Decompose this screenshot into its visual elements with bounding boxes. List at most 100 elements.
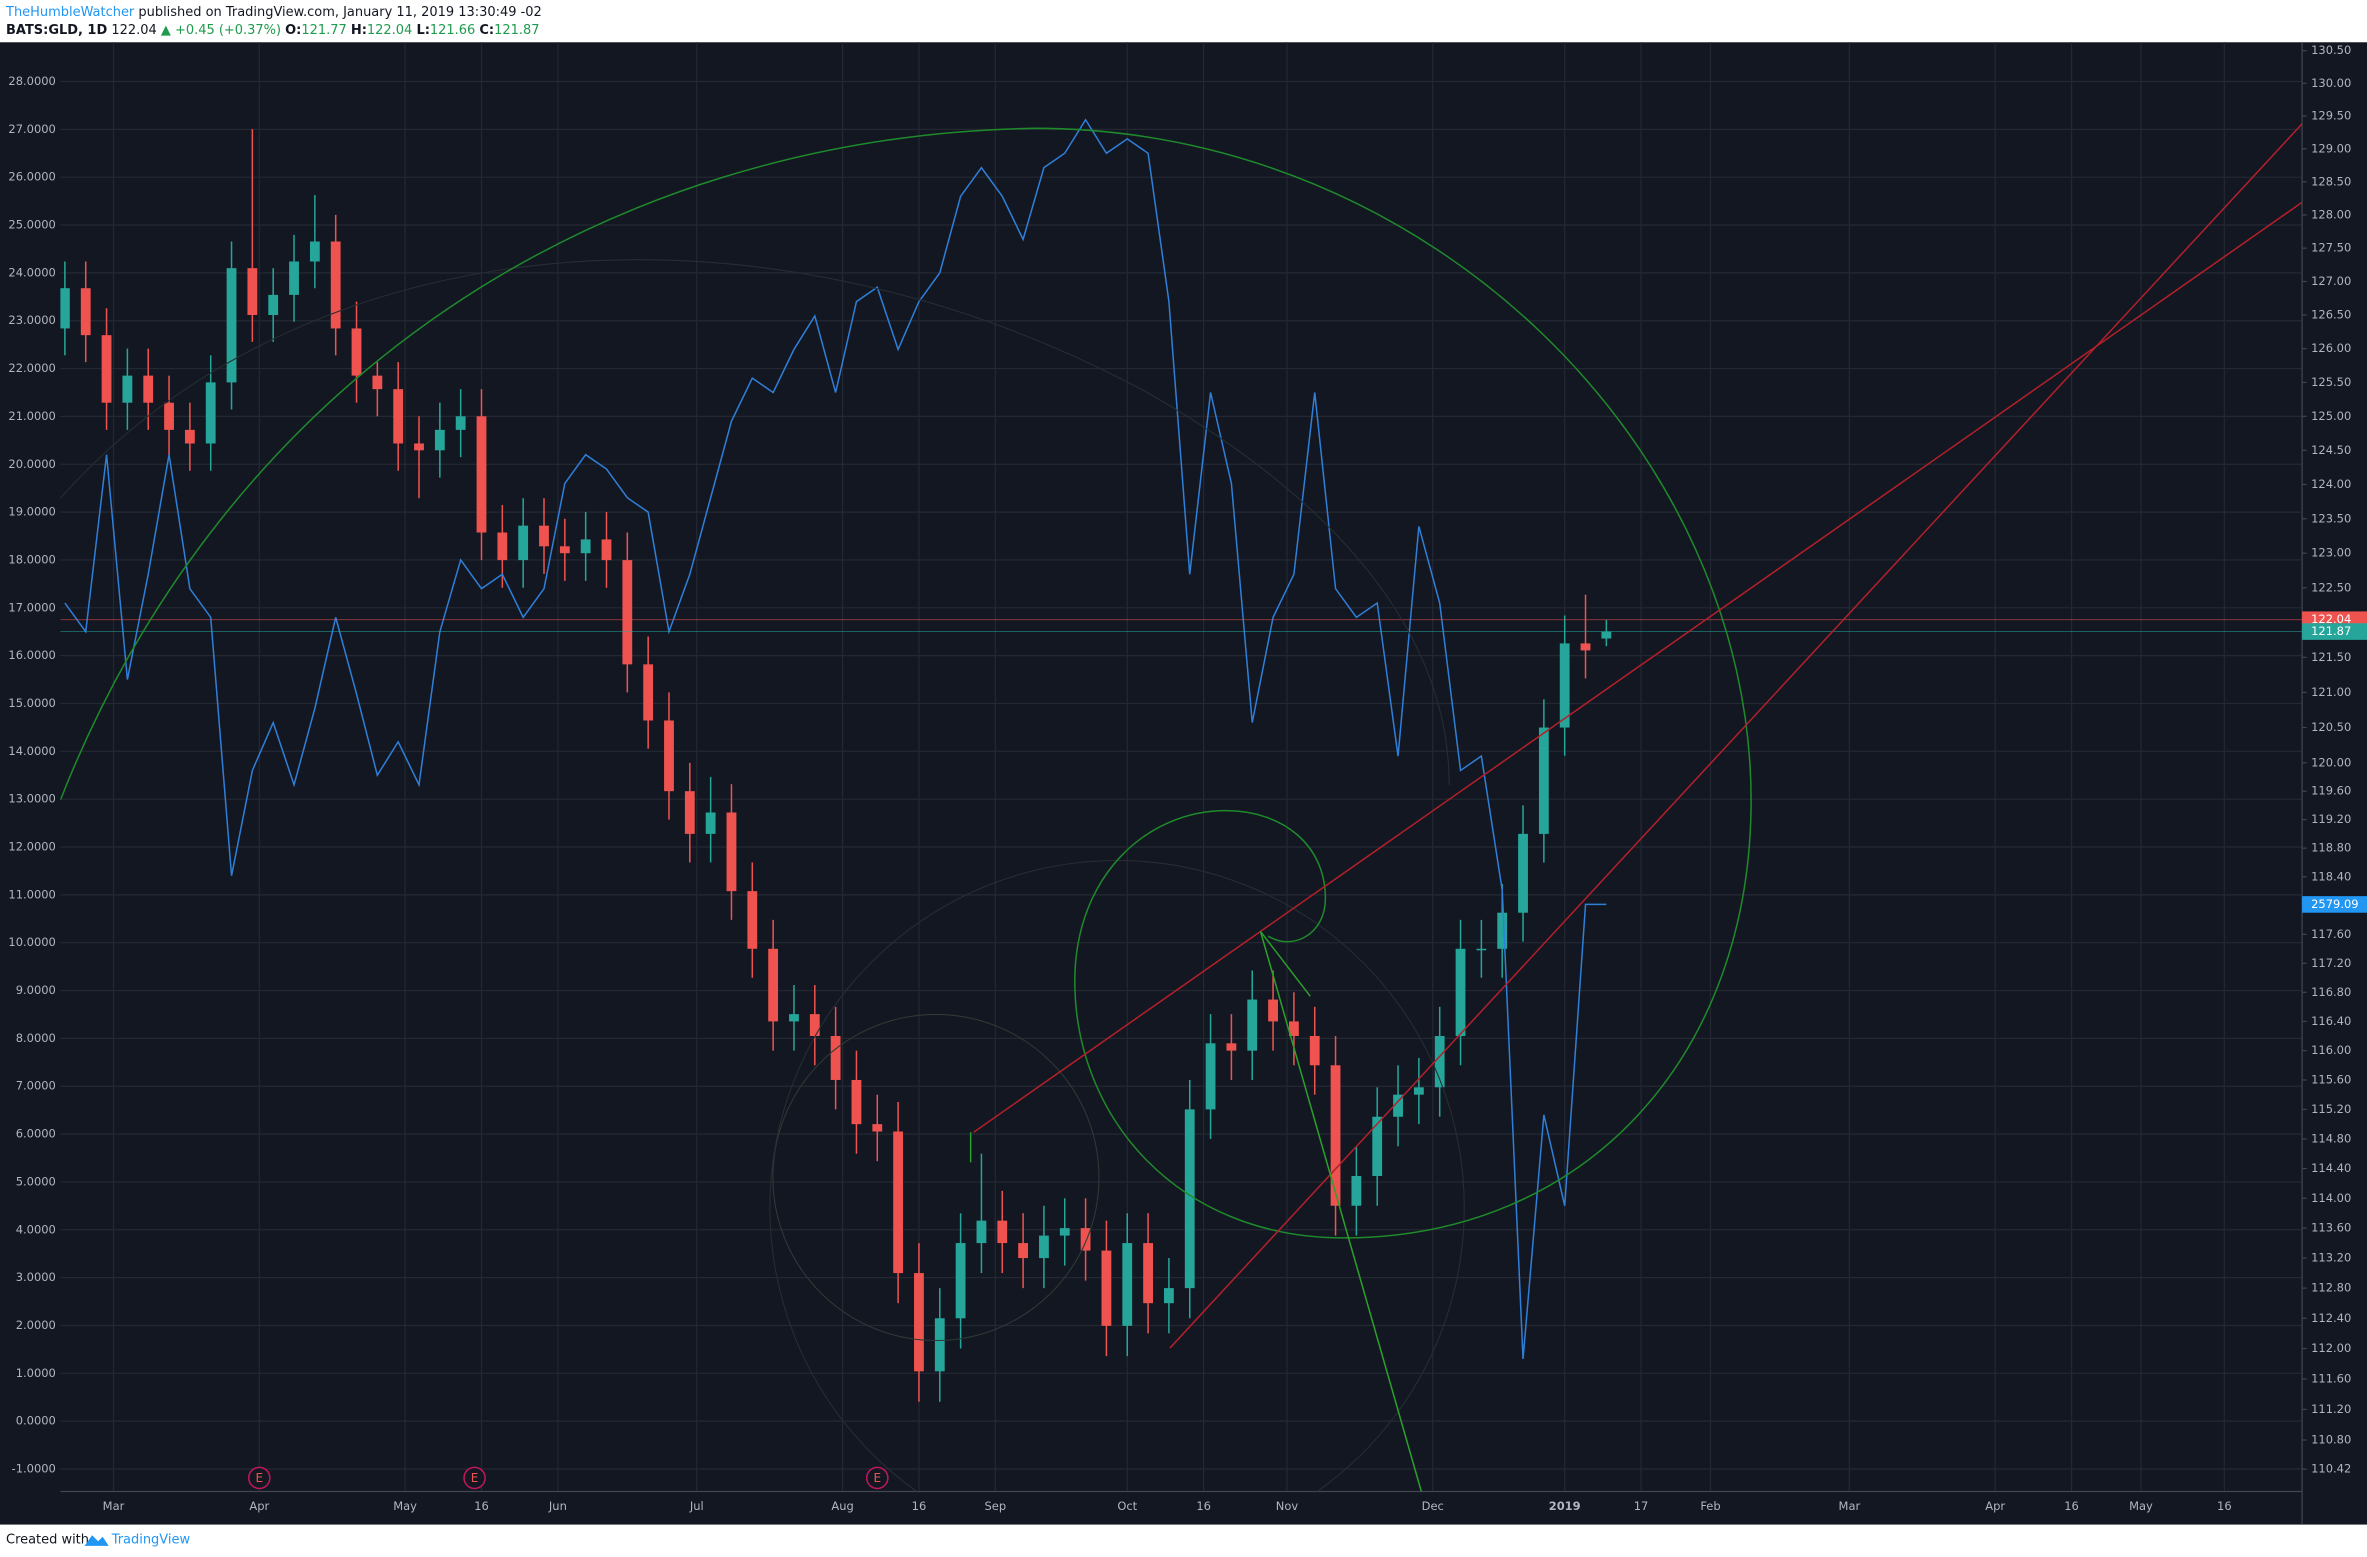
axis-labels: -1.0000 0.0000 1.0000 2.0000 3.0000 4.0000 5.0… — [8, 43, 2367, 1513]
candle-body — [414, 443, 424, 451]
y2-tick-label: 121.50 — [2311, 650, 2351, 664]
y2-tick-label: 117.20 — [2311, 956, 2351, 970]
y-tick-label: 8.0000 — [16, 1031, 56, 1045]
y-tick-label: 24.0000 — [8, 265, 55, 279]
y2-tick-label: 114.80 — [2311, 1131, 2351, 1145]
event-marker — [247, 1466, 271, 1490]
y2-tick-label: 129.00 — [2311, 141, 2351, 155]
logo — [84, 1535, 109, 1546]
y-tick-label: 17.0000 — [8, 600, 55, 614]
y2-tick-label: 128.00 — [2311, 207, 2351, 221]
event-label: E — [256, 1471, 264, 1485]
candle-body — [955, 1243, 966, 1319]
y2-tick-label: 110.42 — [2311, 1462, 2351, 1476]
ohlc-value: 121.66 — [430, 23, 475, 38]
y2-tick-label: 110.80 — [2311, 1432, 2351, 1446]
candle-body — [1330, 1065, 1341, 1206]
y2-tick-label: 118.80 — [2311, 841, 2351, 855]
event-marker — [463, 1466, 486, 1490]
y-tick-label: 0.0000 — [16, 1414, 56, 1428]
candle-body — [1309, 1036, 1320, 1066]
candle-body — [1039, 1235, 1049, 1259]
candle-body — [309, 241, 320, 262]
y2-tick-label: 128.50 — [2311, 174, 2351, 188]
candle-body — [497, 532, 508, 561]
candle-body — [539, 525, 549, 547]
candle-body — [1268, 999, 1278, 1022]
candle-body — [1455, 948, 1466, 1037]
candle-body — [101, 335, 112, 403]
candle-body — [726, 812, 737, 892]
candle-body — [1413, 1087, 1424, 1095]
ohlc-label: O: — [285, 23, 301, 38]
y2-tick-label: 119.20 — [2311, 812, 2351, 826]
header-line: TheHumbleWatcher published on TradingVie… — [5, 5, 542, 20]
candle-body — [997, 1220, 1008, 1244]
ohlc-label: L: — [416, 23, 429, 38]
y-tick-label: 10.0000 — [8, 935, 55, 949]
candle-body — [559, 546, 570, 554]
candle-body — [1601, 631, 1612, 639]
x-tick-label: May — [2129, 1499, 2153, 1513]
y-tick-label: 6.0000 — [16, 1127, 56, 1141]
y2-tick-label: 125.50 — [2311, 375, 2351, 389]
footer-brand[interactable]: TradingView — [111, 1532, 191, 1547]
candle-body — [1226, 1043, 1237, 1051]
candle-body — [1580, 643, 1591, 651]
ohlc-value: 121.77 — [301, 23, 346, 38]
candle-body — [643, 664, 654, 721]
candle-body — [684, 791, 695, 834]
y2-tick-label: 116.80 — [2311, 985, 2351, 999]
candle-body — [1393, 1094, 1403, 1117]
candle-body — [768, 948, 779, 1022]
overlay-marker-label: 2579.09 — [2311, 897, 2358, 911]
y2-tick-label: 114.40 — [2311, 1161, 2351, 1175]
y2-tick-label: 126.50 — [2311, 308, 2351, 322]
x-tick-label: Dec — [1422, 1499, 1444, 1513]
candle-body — [1101, 1250, 1112, 1326]
symbol: BATS:GLD, 1D — [6, 23, 107, 38]
x-tick-label: May — [393, 1499, 417, 1513]
y-tick-label: 9.0000 — [16, 983, 56, 997]
candle-body — [1184, 1109, 1195, 1289]
candle-body — [60, 288, 70, 329]
y2-tick-label: 118.40 — [2311, 869, 2351, 883]
x-tick-label: Jul — [689, 1499, 704, 1513]
candle-body — [1164, 1288, 1174, 1304]
trend-line — [973, 201, 2303, 1133]
y-tick-label: 27.0000 — [8, 122, 55, 136]
author[interactable]: TheHumbleWatcher — [5, 5, 135, 20]
x-tick-label: Sep — [985, 1499, 1007, 1513]
y2-tick-label: 113.60 — [2311, 1221, 2351, 1235]
y2-tick-label: 121.00 — [2311, 685, 2351, 699]
y-tick-label: 23.0000 — [8, 313, 55, 327]
fib-circle — [772, 1013, 1100, 1342]
y2-tick-label: 116.40 — [2311, 1014, 2351, 1028]
y2-tick-label: 112.80 — [2311, 1281, 2351, 1295]
candle-body — [1143, 1243, 1153, 1304]
candle-body — [830, 1036, 841, 1080]
x-tick-label: 16 — [474, 1499, 489, 1513]
candle-body — [1434, 1036, 1445, 1088]
candle-body — [80, 288, 91, 336]
y2-tick-label: 111.20 — [2311, 1402, 2351, 1416]
x-tick-label: Jun — [548, 1499, 567, 1513]
candle-body — [747, 891, 758, 949]
price-marker — [2302, 623, 2367, 640]
candle-body — [622, 560, 633, 665]
y-tick-label: 1.0000 — [16, 1366, 56, 1380]
symbol-line: BATS:GLD, 1D 122.04 ▲ +0.45 (+0.37%) O:1… — [6, 23, 539, 38]
candle-body — [664, 720, 674, 792]
x-tick-label: Apr — [249, 1499, 269, 1513]
x-tick-label: Oct — [1117, 1499, 1137, 1513]
x-tick-label: Nov — [1276, 1499, 1299, 1513]
y-tick-label: 16.0000 — [8, 648, 55, 662]
y2-tick-label: 129.50 — [2311, 109, 2351, 123]
y2-tick-label: 120.50 — [2311, 720, 2351, 734]
x-tick-label: 16 — [912, 1499, 927, 1513]
y-tick-label: 18.0000 — [8, 552, 55, 566]
y2-tick-label: 115.60 — [2311, 1072, 2351, 1086]
candle-body — [476, 416, 487, 533]
